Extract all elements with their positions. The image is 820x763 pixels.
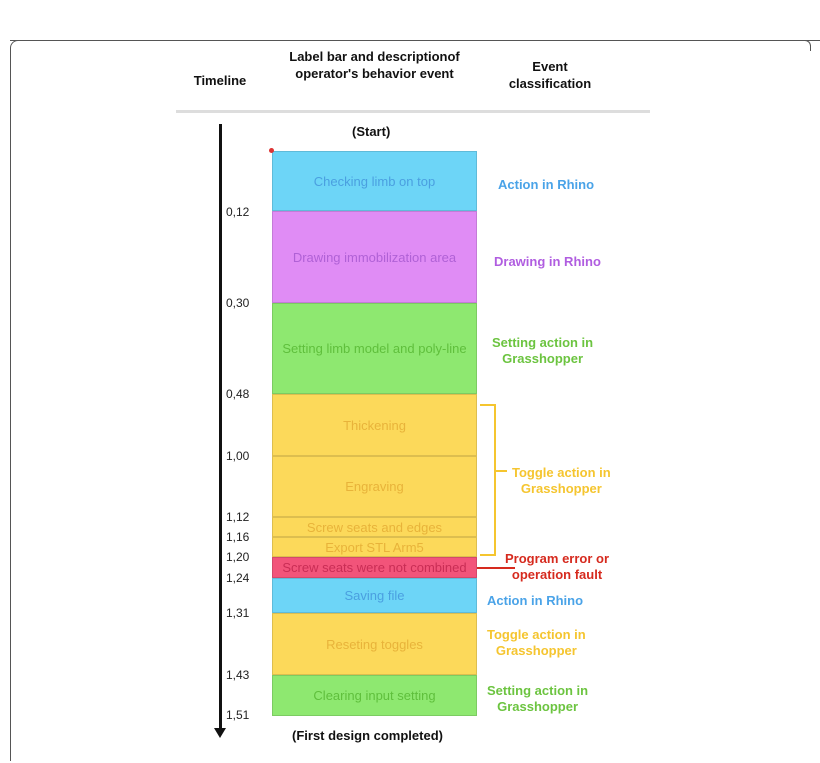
event-label: Thickening <box>343 417 406 433</box>
classification-line1: Action in Rhino <box>498 177 595 192</box>
event-label: Saving file <box>344 588 405 603</box>
tick-label: 1,51 <box>226 708 250 722</box>
event-bar: Clearing input setting <box>272 675 477 716</box>
event-bar: Thickening <box>272 394 477 456</box>
figure-frame-top <box>10 40 811 51</box>
event-bar: Checking limb on top <box>272 151 477 211</box>
classification-line2: Grasshopper <box>502 351 584 366</box>
classification-line1: Drawing in Rhino <box>494 254 601 269</box>
event-classification: Program error or operation fault <box>505 551 609 583</box>
classification-line2: Grasshopper <box>520 481 602 496</box>
classification-line2: operation fault <box>511 567 603 582</box>
event-label: Export STL Arm5 <box>325 539 424 555</box>
classification-line1: Toggle action in <box>512 465 611 480</box>
event-bar: Screw seats and edges <box>272 517 477 537</box>
header-label-bar: Label bar and descriptionof operator's b… <box>262 48 487 82</box>
end-label: (First design completed) <box>292 728 443 743</box>
header-timeline: Timeline <box>193 73 247 88</box>
toggle-bracket <box>480 404 496 556</box>
classification-line1: Action in Rhino <box>487 593 584 608</box>
classification-line2: Grasshopper <box>497 699 579 714</box>
event-classification: Action in Rhino <box>487 593 583 609</box>
header-classification: Event classification <box>490 58 610 92</box>
tick-label: 1,43 <box>226 668 250 682</box>
event-label: Reseting toggles <box>326 636 423 652</box>
classification-line1: Setting action in <box>487 683 589 698</box>
tick-label: 1,00 <box>226 449 250 463</box>
header-classification-line1: Event <box>532 59 568 74</box>
event-bar: Saving file <box>272 578 477 613</box>
tick-label: 0,30 <box>226 296 250 310</box>
tick-label: 0,48 <box>226 387 250 401</box>
event-classification: Action in Rhino <box>498 177 594 193</box>
timeline-axis <box>219 124 222 730</box>
tick-label: 1,24 <box>226 571 250 585</box>
classification-line2: Grasshopper <box>495 643 577 658</box>
tick-label: 0,12 <box>226 205 250 219</box>
event-label: Engraving <box>345 479 404 494</box>
classification-line1: Program error or <box>505 551 610 566</box>
header-divider <box>176 110 650 113</box>
event-bar: Export STL Arm5 <box>272 537 477 557</box>
start-label: (Start) <box>352 124 391 139</box>
event-classification: Drawing in Rhino <box>494 254 601 270</box>
event-classification: Setting action in Grasshopper <box>492 335 593 367</box>
event-label: Screw seats were not combined <box>282 560 467 575</box>
event-label: Setting limb model and poly-line <box>282 341 467 356</box>
event-label: Screw seats and edges <box>306 519 443 535</box>
start-marker <box>269 148 274 153</box>
event-bar: Engraving <box>272 456 477 517</box>
tick-label: 1,16 <box>226 530 250 544</box>
event-bar: Reseting toggles <box>272 613 477 675</box>
header-label-bar-line2: operator's behavior event <box>295 66 454 81</box>
event-bar: Drawing immobilization area <box>272 211 477 303</box>
classification-line1: Setting action in <box>492 335 594 350</box>
event-bar: Setting limb model and poly-line <box>272 303 477 394</box>
event-bar: Screw seats were not combined <box>272 557 477 578</box>
event-classification: Toggle action in Grasshopper <box>512 465 611 497</box>
header-classification-line2: classification <box>508 76 592 91</box>
error-connector <box>477 567 515 569</box>
timeline-arrow-icon <box>214 728 226 738</box>
event-classification: Setting action in Grasshopper <box>487 683 588 715</box>
tick-label: 1,20 <box>226 550 250 564</box>
header-label-bar-line1: Label bar and descriptionof <box>289 49 460 64</box>
classification-line1: Toggle action in <box>487 627 586 642</box>
event-label: Checking limb on top <box>313 173 436 189</box>
event-classification: Toggle action in Grasshopper <box>487 627 586 659</box>
event-label: Drawing immobilization area <box>292 249 457 265</box>
event-label: Clearing input setting <box>313 688 436 703</box>
toggle-bracket-tick <box>495 470 507 472</box>
tick-label: 1,12 <box>226 510 250 524</box>
tick-label: 1,31 <box>226 606 250 620</box>
